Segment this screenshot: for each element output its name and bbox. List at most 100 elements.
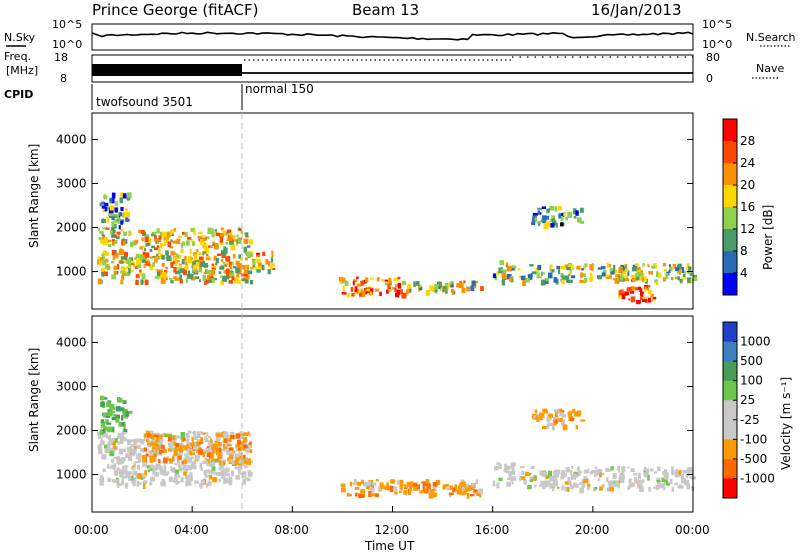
- range-gate-cell: [163, 466, 167, 472]
- range-gate-cell: [365, 288, 371, 292]
- range-gate-cell: [358, 493, 362, 499]
- range-gate-cell: [152, 262, 155, 267]
- range-gate-cell: [124, 208, 128, 211]
- range-gate-cell: [101, 201, 105, 205]
- range-gate-cell: [511, 472, 515, 476]
- range-gate-cell: [425, 479, 430, 484]
- range-gate-cell: [117, 483, 120, 488]
- range-gate-cell: [209, 245, 213, 248]
- range-gate-cell: [552, 481, 555, 487]
- range-gate-cell: [192, 464, 197, 470]
- range-gate-cell: [443, 286, 447, 290]
- range-gate-cell: [623, 275, 628, 279]
- range-gate-cell: [231, 272, 235, 279]
- range-gate-cell: [137, 458, 141, 463]
- range-gate-cell: [152, 470, 156, 476]
- range-gate-cell: [119, 472, 123, 478]
- colorbar-segment: [723, 478, 737, 499]
- colorbar-segment: [723, 341, 737, 362]
- range-gate-cell: [652, 296, 657, 300]
- range-gate-cell: [215, 232, 220, 236]
- range-gate-cell: [219, 238, 223, 243]
- cpid-segment-normal: normal 150: [245, 82, 314, 96]
- range-gate-cell: [542, 485, 546, 490]
- range-gate-cell: [151, 231, 157, 237]
- range-gate-cell: [173, 252, 176, 255]
- range-gate-cell: [541, 206, 546, 209]
- range-gate-cell: [501, 272, 506, 278]
- range-gate-cell: [144, 460, 148, 463]
- range-gate-cell: [102, 227, 107, 230]
- range-gate-cell: [664, 268, 667, 271]
- range-gate-cell: [245, 252, 251, 257]
- range-gate-cell: [228, 459, 232, 463]
- range-gate-cell: [367, 486, 370, 489]
- range-gate-cell: [140, 476, 144, 480]
- range-gate-cell: [179, 445, 185, 448]
- range-gate-cell: [167, 448, 173, 452]
- range-gate-cell: [139, 272, 143, 276]
- range-gate-cell: [270, 266, 273, 270]
- colorbar-tick-label: 1000: [740, 335, 771, 349]
- range-gate-cell: [271, 263, 276, 267]
- range-gate-cell: [617, 465, 621, 471]
- range-gate-cell: [120, 481, 124, 486]
- range-gate-cell: [388, 289, 392, 292]
- range-gate-cell: [580, 419, 586, 422]
- range-gate-cell: [226, 274, 230, 280]
- range-gate-cell: [668, 270, 671, 273]
- range-gate-cell: [171, 437, 176, 443]
- range-gate-cell: [583, 469, 589, 474]
- range-gate-cell: [123, 408, 128, 413]
- range-gate-cell: [546, 208, 550, 214]
- range-gate-cell: [101, 218, 105, 221]
- range-gate-cell: [142, 463, 145, 467]
- range-gate-cell: [159, 470, 163, 475]
- colorbar-segment: [723, 273, 737, 296]
- range-gate-cell: [112, 441, 116, 446]
- range-gate-cell: [162, 469, 166, 475]
- range-gate-cell: [215, 257, 219, 264]
- range-gate-cell: [198, 442, 202, 445]
- range-gate-cell: [588, 277, 593, 282]
- range-gate-cell: [567, 212, 572, 219]
- range-gate-cell: [115, 252, 119, 259]
- range-gate-cell: [157, 271, 161, 277]
- range-gate-cell: [349, 481, 353, 487]
- range-gate-cell: [100, 239, 106, 244]
- range-gate-cell: [217, 457, 220, 462]
- range-gate-cell: [633, 476, 638, 483]
- range-gate-cell: [243, 444, 248, 449]
- range-gate-cell: [211, 232, 215, 238]
- range-gate-cell: [97, 431, 101, 436]
- range-gate-cell: [686, 469, 690, 476]
- range-gate-cell: [529, 264, 534, 267]
- range-gate-cell: [243, 447, 246, 451]
- range-gate-cell: [657, 481, 661, 485]
- range-gate-cell: [244, 442, 247, 447]
- range-gate-cell: [466, 492, 470, 499]
- range-gate-cell: [212, 477, 217, 483]
- range-gate-cell: [460, 479, 465, 482]
- range-gate-cell: [238, 254, 241, 259]
- range-gate-cell: [341, 487, 346, 493]
- range-gate-cell: [370, 277, 374, 280]
- range-gate-cell: [141, 259, 146, 263]
- range-gate-cell: [394, 288, 397, 293]
- colorbar-segment: [723, 361, 737, 382]
- range-gate-cell: [177, 254, 180, 259]
- range-gate-cell: [548, 208, 551, 211]
- power-colorbar-label: Power [dB]: [761, 205, 775, 270]
- range-gate-cell: [602, 483, 605, 487]
- range-gate-cell: [152, 255, 156, 258]
- range-gate-cell: [558, 418, 562, 422]
- range-gate-cell: [244, 472, 247, 479]
- range-gate-cell: [173, 267, 177, 273]
- range-gate-cell: [621, 293, 626, 300]
- range-gate-cell: [235, 444, 241, 448]
- range-gate-cell: [469, 488, 472, 491]
- range-gate-cell: [229, 447, 234, 451]
- range-gate-cell: [198, 268, 203, 273]
- range-gate-cell: [194, 276, 199, 280]
- range-gate-cell: [218, 466, 223, 471]
